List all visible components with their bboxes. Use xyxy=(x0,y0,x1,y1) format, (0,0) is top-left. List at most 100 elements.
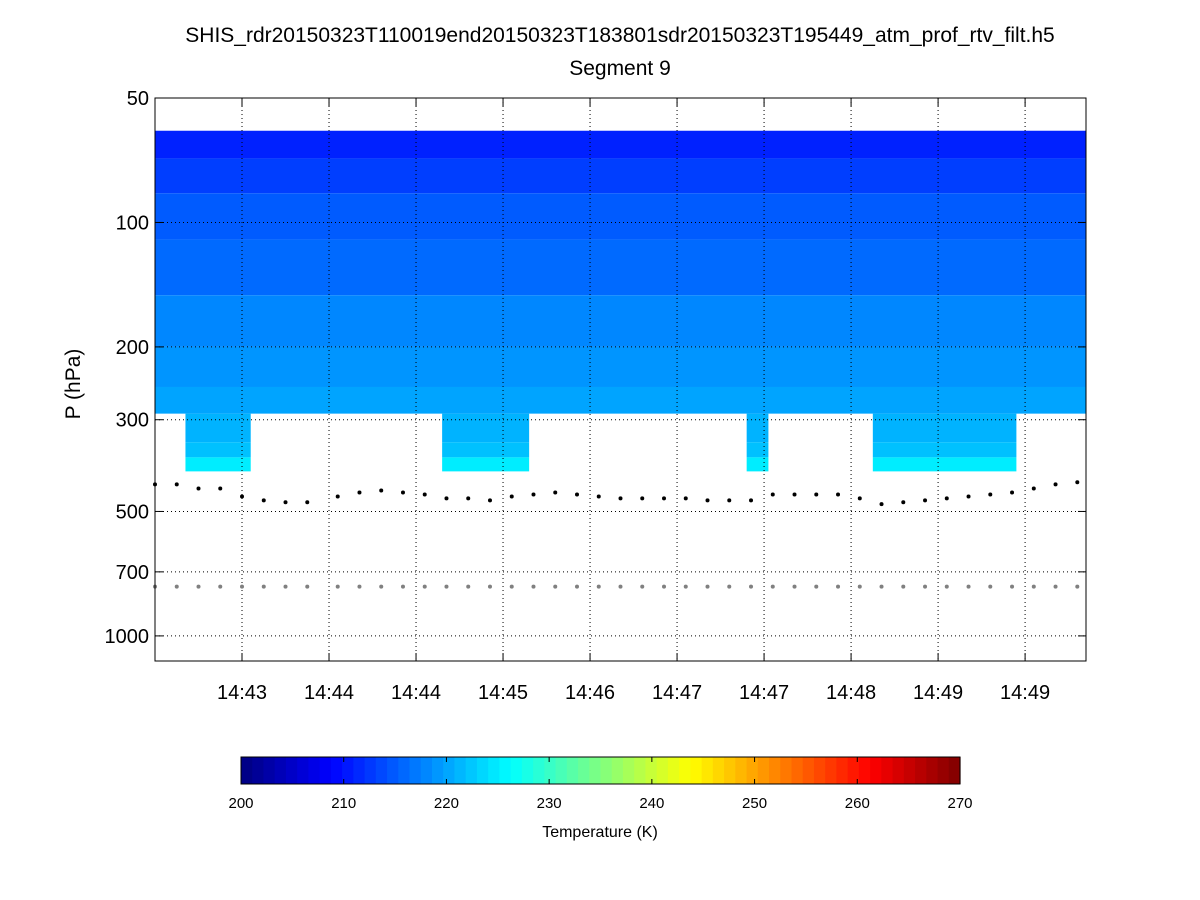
series-1-point xyxy=(283,584,288,589)
colorbar-cell xyxy=(476,757,489,784)
series-0-point xyxy=(923,498,928,503)
series-0-point xyxy=(487,498,492,503)
colorbar-cell xyxy=(465,757,478,784)
series-0-point xyxy=(901,500,906,505)
colorbar-cell xyxy=(769,757,781,784)
series-0-point xyxy=(305,500,310,505)
y-tick-label: 100 xyxy=(116,212,149,234)
series-0-point xyxy=(174,482,179,487)
colorbar-cell xyxy=(387,757,399,784)
colorbar-cell xyxy=(330,757,343,784)
series-1-point xyxy=(1053,584,1058,589)
colorbar-cell xyxy=(398,757,411,784)
temperature-layer-6 xyxy=(155,386,1086,414)
series-0-point xyxy=(466,496,471,501)
colorbar-cell xyxy=(443,757,456,784)
series-1-point xyxy=(444,584,449,589)
axes-box xyxy=(154,97,1087,662)
series-0-point xyxy=(240,494,245,499)
colorbar-label: Temperature (K) xyxy=(542,824,658,841)
colorbar-tick-label: 230 xyxy=(537,795,562,812)
chart-subtitle: Segment 9 xyxy=(569,57,671,80)
y-tick-label: 200 xyxy=(116,337,149,359)
colorbar-cell xyxy=(802,757,815,784)
colorbar-cell xyxy=(285,757,298,784)
series-0-point xyxy=(966,494,971,499)
series-1-point xyxy=(574,584,579,589)
series-0-point xyxy=(196,486,201,491)
colorbar-cell xyxy=(308,757,321,784)
series-0-point xyxy=(727,498,732,503)
temperature-layer-0 xyxy=(155,130,1086,159)
series-0-point xyxy=(1053,482,1058,487)
y-tick-label: 500 xyxy=(116,501,149,523)
y-tick-label: 1000 xyxy=(105,626,150,648)
colorbar-cell xyxy=(701,757,714,784)
series-1-point xyxy=(857,584,862,589)
temperature-layer-2 xyxy=(155,193,1086,240)
colorbar-cell xyxy=(858,757,871,784)
x-tick-label: 14:47 xyxy=(739,682,789,704)
series-1-point xyxy=(261,584,266,589)
colorbar-cell xyxy=(712,757,725,784)
colorbar-cell xyxy=(364,757,377,784)
colorbar-cell xyxy=(252,757,265,784)
colorbar-cell xyxy=(319,757,332,784)
series-1-point xyxy=(174,584,179,589)
x-tick-label: 14:46 xyxy=(565,682,615,704)
extended-segment-3-layer-7 xyxy=(872,413,1017,443)
colorbar-cell xyxy=(622,757,635,784)
series-1-point xyxy=(944,584,949,589)
series-1-point xyxy=(966,584,971,589)
colorbar-cell xyxy=(555,757,568,784)
colorbar-cell xyxy=(634,757,647,784)
series-1-point xyxy=(727,584,732,589)
series-0-point xyxy=(531,492,536,497)
colorbar-cell xyxy=(656,757,669,784)
x-tick-label: 14:49 xyxy=(1000,682,1050,704)
extended-segment-1-layer-9 xyxy=(442,457,530,472)
extended-segment-3-layer-9 xyxy=(872,457,1017,472)
series-1-point xyxy=(814,584,819,589)
extended-segment-2-layer-9 xyxy=(746,457,769,472)
series-1-point xyxy=(662,584,667,589)
colorbar-tick-label: 220 xyxy=(434,795,459,812)
series-1-point xyxy=(1075,584,1080,589)
colorbar-cell xyxy=(735,757,748,784)
series-1-point xyxy=(240,584,245,589)
colorbar-cell xyxy=(813,757,826,784)
series-0-point xyxy=(335,494,340,499)
extended-segment-1-layer-8 xyxy=(442,442,530,458)
series-0-point xyxy=(1075,480,1080,485)
colorbar: 200 210 220 230 240 250 260 270 xyxy=(228,756,973,812)
series-0-point xyxy=(640,496,645,501)
series-0-point xyxy=(261,498,266,503)
colorbar-cell xyxy=(342,757,354,784)
colorbar-cell xyxy=(667,757,680,784)
series-1-point xyxy=(836,584,841,589)
colorbar-cell xyxy=(679,757,691,784)
extended-segment-2-layer-8 xyxy=(746,442,769,458)
series-0-point xyxy=(379,488,384,493)
series-0-point xyxy=(553,490,558,495)
colorbar-cell xyxy=(937,757,950,784)
series-0-point xyxy=(814,492,819,497)
series-0-point xyxy=(749,498,754,503)
colorbar-cell xyxy=(780,757,793,784)
series-0-point xyxy=(509,494,514,499)
series-0-point xyxy=(1010,490,1015,495)
x-tick-label: 14:49 xyxy=(913,682,963,704)
series-1-point xyxy=(1010,584,1015,589)
colorbar-cell xyxy=(948,757,961,784)
series-0-point xyxy=(444,496,449,501)
x-tick-label: 14:44 xyxy=(391,682,441,704)
colorbar-cell xyxy=(926,757,939,784)
series-0-point xyxy=(770,492,775,497)
colorbar-cell xyxy=(724,757,736,784)
colorbar-cell xyxy=(566,757,579,784)
series-1-point xyxy=(618,584,623,589)
x-tick-label: 14:44 xyxy=(304,682,354,704)
series-0-point xyxy=(705,498,710,503)
series-1-point xyxy=(879,584,884,589)
colorbar-cell xyxy=(825,757,838,784)
